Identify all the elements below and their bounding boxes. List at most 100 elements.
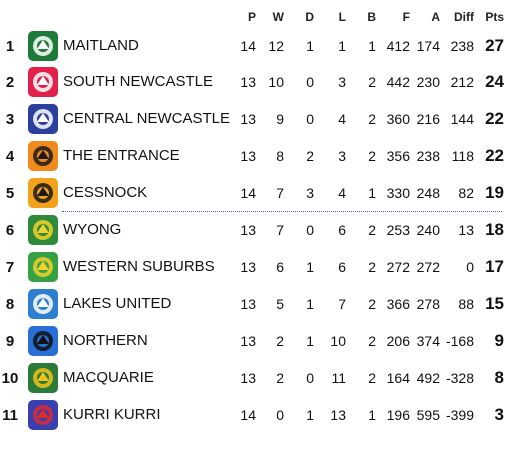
points-against-value: 174 <box>416 38 440 54</box>
points-for-value: 206 <box>386 333 410 349</box>
won-value: 0 <box>276 407 284 423</box>
table-header: P W D L B F A Diff Pts <box>0 10 524 28</box>
points-for-value: 196 <box>386 407 410 423</box>
points-against-value: 374 <box>416 333 440 349</box>
won-value: 9 <box>276 111 284 127</box>
points-diff-value: 144 <box>450 111 474 127</box>
byes-value: 2 <box>368 222 376 238</box>
team-name: WYONG <box>63 221 122 238</box>
team-logo-icon <box>28 400 58 430</box>
points-diff-value: 118 <box>451 148 474 164</box>
points-against-value: 272 <box>416 259 440 275</box>
won-value: 8 <box>276 148 284 164</box>
team-logo-icon <box>28 326 58 356</box>
won-value: 7 <box>276 222 284 238</box>
header-won: W <box>272 10 284 24</box>
table-row[interactable]: 2 SOUTH NEWCASTLE 13 10 0 3 2 442 230 212 24 <box>0 66 524 100</box>
points-diff-value: -168 <box>445 333 474 349</box>
points-diff-value: 0 <box>466 259 474 275</box>
team-logo-icon <box>28 363 58 393</box>
team-name: CESSNOCK <box>63 184 148 201</box>
team-name: KURRI KURRI <box>63 406 161 423</box>
lost-value: 6 <box>338 259 346 275</box>
drawn-value: 3 <box>306 185 314 201</box>
competition-points-value: 3 <box>494 405 504 424</box>
competition-points-value: 24 <box>485 72 504 91</box>
competition-points-value: 19 <box>485 183 504 202</box>
table-row[interactable]: 1 MAITLAND 14 12 1 1 1 412 174 238 27 <box>0 30 524 64</box>
team-logo-icon <box>28 31 58 61</box>
played-value: 14 <box>240 38 256 54</box>
played-value: 14 <box>240 407 256 423</box>
drawn-value: 1 <box>306 333 314 349</box>
ladder-position: 10 <box>1 370 19 387</box>
team-name: LAKES UNITED <box>63 295 172 312</box>
ladder-position: 5 <box>5 185 15 202</box>
header-for: F <box>402 10 410 24</box>
team-logo-icon <box>28 178 58 208</box>
table-row[interactable]: 7 WESTERN SUBURBS 13 6 1 6 2 272 272 0 17 <box>0 251 524 285</box>
competition-points-value: 8 <box>494 368 504 387</box>
points-for-value: 164 <box>386 370 410 386</box>
ladder-position: 7 <box>5 259 15 276</box>
lost-value: 7 <box>338 296 346 312</box>
table-row[interactable]: 11 KURRI KURRI 14 0 1 13 1 196 595 -399 3 <box>0 399 524 433</box>
header-byes: B <box>367 10 376 24</box>
points-against-value: 595 <box>416 407 440 423</box>
competition-points-value: 15 <box>485 294 504 313</box>
won-value: 10 <box>268 74 284 90</box>
won-value: 5 <box>276 296 284 312</box>
team-name: WESTERN SUBURBS <box>63 258 215 275</box>
played-value: 13 <box>240 333 256 349</box>
drawn-value: 0 <box>306 370 314 386</box>
drawn-value: 0 <box>306 74 314 90</box>
header-points: Pts <box>485 10 504 24</box>
team-name: MACQUARIE <box>63 369 154 386</box>
played-value: 13 <box>240 370 256 386</box>
points-against-value: 238 <box>416 148 440 164</box>
header-drawn: D <box>305 10 314 24</box>
team-name: MAITLAND <box>63 37 139 54</box>
byes-value: 2 <box>368 259 376 275</box>
table-row[interactable]: 5 CESSNOCK 14 7 3 4 1 330 248 82 19 <box>0 177 524 211</box>
lost-value: 4 <box>338 111 346 127</box>
header-against: A <box>431 10 440 24</box>
lost-value: 1 <box>338 38 346 54</box>
ladder-position: 4 <box>5 148 15 165</box>
byes-value: 1 <box>368 407 376 423</box>
byes-value: 1 <box>368 38 376 54</box>
header-played: P <box>247 10 256 24</box>
ladder-position: 9 <box>5 333 15 350</box>
table-row[interactable]: 4 THE ENTRANCE 13 8 2 3 2 356 238 118 22 <box>0 140 524 174</box>
byes-value: 2 <box>368 370 376 386</box>
points-for-value: 272 <box>386 259 410 275</box>
byes-value: 2 <box>368 333 376 349</box>
team-logo-icon <box>28 104 58 134</box>
drawn-value: 1 <box>306 407 314 423</box>
header-diff: Diff <box>454 10 474 24</box>
ladder-position: 6 <box>5 222 15 239</box>
team-logo-icon <box>28 252 58 282</box>
lost-value: 4 <box>338 185 346 201</box>
byes-value: 2 <box>368 296 376 312</box>
team-name: SOUTH NEWCASTLE <box>63 73 214 90</box>
lost-value: 13 <box>330 407 346 423</box>
ladder-position: 1 <box>5 38 15 55</box>
table-row[interactable]: 6 WYONG 13 7 0 6 2 253 240 13 18 <box>0 214 524 248</box>
header-lost: L <box>338 10 346 24</box>
competition-points-value: 22 <box>485 109 504 128</box>
team-name: NORTHERN <box>63 332 148 349</box>
won-value: 7 <box>276 185 284 201</box>
team-name: THE ENTRANCE <box>63 147 180 164</box>
table-row[interactable]: 3 CENTRAL NEWCASTLE 13 9 0 4 2 360 216 144 22 <box>0 103 524 137</box>
team-logo-icon <box>28 215 58 245</box>
byes-value: 2 <box>368 111 376 127</box>
points-diff-value: 13 <box>458 222 474 238</box>
points-for-value: 253 <box>386 222 410 238</box>
lost-value: 10 <box>330 333 346 349</box>
table-row[interactable]: 8 LAKES UNITED 13 5 1 7 2 366 278 88 15 <box>0 288 524 322</box>
table-row[interactable]: 10 MACQUARIE 13 2 0 11 2 164 492 -328 8 <box>0 362 524 396</box>
drawn-value: 0 <box>306 111 314 127</box>
points-diff-value: -328 <box>445 370 474 386</box>
table-row[interactable]: 9 NORTHERN 13 2 1 10 2 206 374 -168 9 <box>0 325 524 359</box>
